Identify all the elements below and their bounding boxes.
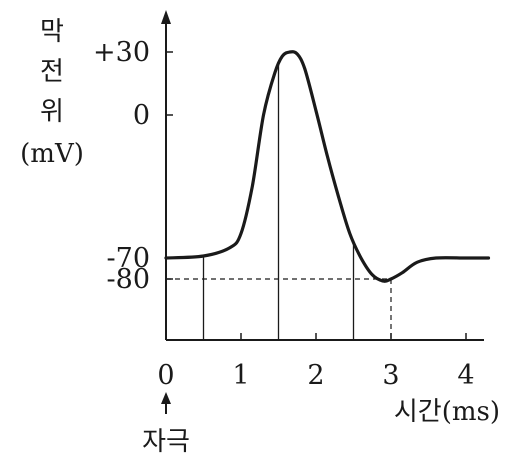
stimulus-label: 자극 [142, 427, 190, 457]
series-layer [164, 50, 491, 283]
y-tick-label: +30 [93, 37, 150, 68]
y-label-line-3: 위 [40, 97, 64, 127]
y-axis-label: 막 전 위 (mV) [20, 17, 84, 169]
x-ticks: 0 1 2 3 4 [157, 333, 475, 391]
axes [161, 10, 484, 341]
x-tick-label: 4 [457, 360, 474, 391]
y-tick-label: 0 [133, 100, 150, 131]
dashed-reference-lines [166, 278, 392, 340]
y-tick-label: -80 [107, 264, 150, 295]
x-tick-label: 3 [382, 360, 399, 391]
membrane-potential-line [164, 50, 491, 283]
y-axis-arrow [161, 10, 171, 24]
x-tick-label: 2 [307, 360, 324, 391]
x-tick-label: 1 [232, 360, 249, 391]
x-axis-label: 시간(ms) [394, 397, 500, 427]
x-tick-label: 0 [157, 360, 174, 391]
y-label-line-1: 막 [40, 17, 64, 47]
y-label-line-4: (mV) [20, 139, 84, 169]
y-label-line-2: 전 [40, 57, 64, 87]
y-ticks: +30 0 -70-80 [93, 37, 173, 295]
vertical-markers [202, 62, 355, 340]
stimulus-marker: 자극 [142, 392, 190, 457]
y-tick-label: -70 [107, 243, 150, 274]
stimulus-arrow-icon [161, 392, 171, 404]
